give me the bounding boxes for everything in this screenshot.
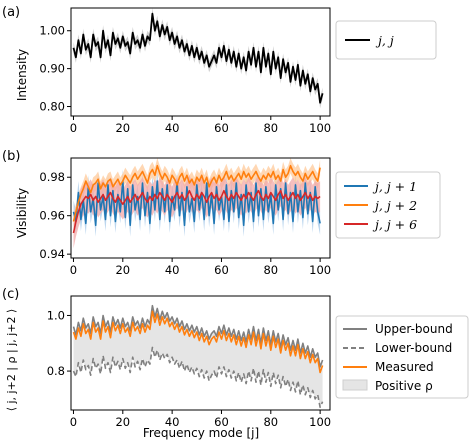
legend-c-frame [335, 315, 469, 399]
x-tick-label-c-40: 40 [165, 415, 180, 429]
x-tick-label-c-0: 0 [70, 415, 77, 429]
legend-b-label-2: j, j + 6 [372, 217, 417, 232]
uncertainty-band-b-0 [73, 169, 321, 237]
y-tick-label-b-0: 0.94 [39, 247, 65, 261]
x-tick-label-a-60: 60 [214, 121, 229, 135]
plot-frame-b [70, 157, 331, 259]
plot-frame-c [70, 295, 331, 411]
x-tick-label-b-100: 100 [309, 263, 331, 277]
positive-rho-region [73, 305, 323, 408]
y-axis-label-a: Intensity [15, 49, 29, 101]
legend-a-frame [335, 20, 437, 60]
y-tick-label-c-0: 0.8 [47, 364, 65, 378]
series-line-a-0 [72, 12, 324, 104]
series-line-c-2 [72, 310, 324, 374]
series-line-b-1 [72, 164, 321, 222]
x-tick-label-a-0: 0 [70, 121, 77, 135]
y-tick-label-a-2: 1.00 [39, 24, 65, 38]
x-tick-label-b-20: 20 [115, 263, 130, 277]
legend-b-label-0: j, j + 1 [372, 179, 417, 194]
x-tick-label-a-80: 80 [263, 121, 278, 135]
x-tick-label-a-40: 40 [165, 121, 180, 135]
y-tick-label-c-1: 1.0 [47, 308, 65, 322]
legend-b-label-1: j, j + 2 [372, 198, 417, 213]
panel-a: 0 20 40 60 80 100 0.80 0.90 1.00 [39, 7, 331, 135]
x-tick-label-c-60: 60 [214, 415, 229, 429]
series-line-c-1 [72, 346, 324, 409]
series-line-b-2 [72, 189, 321, 234]
panel-tag-b: (b) [2, 149, 20, 164]
x-tick-label-b-60: 60 [214, 263, 229, 277]
panel-tag-a: (a) [2, 5, 20, 20]
y-tick-label-a-1: 0.90 [39, 62, 65, 76]
legend-c-label-3: Positive ρ [375, 379, 433, 393]
x-tick-label-b-80: 80 [263, 263, 278, 277]
x-tick-label-b-0: 0 [70, 263, 77, 277]
legend-c: Upper-bound Lower-bound Measured Positiv… [335, 315, 469, 399]
x-tick-label-a-100: 100 [309, 121, 331, 135]
legend-b: j, j + 1 j, j + 2 j, j + 6 [335, 171, 441, 239]
x-tick-label-a-20: 20 [115, 121, 130, 135]
x-tick-label-c-20: 20 [115, 415, 130, 429]
series-line-b-0 [72, 180, 321, 227]
y-tick-label-a-0: 0.80 [39, 100, 65, 114]
x-tick-label-c-80: 80 [263, 415, 278, 429]
uncertainty-band-b-2 [73, 175, 321, 249]
y-axis-label-b: Visibility [15, 188, 29, 238]
x-tick-label-b-40: 40 [165, 263, 180, 277]
legend-b-frame [335, 171, 441, 239]
legend-c-label-2: Measured [375, 360, 434, 374]
x-axis-label: Frequency mode [j] [143, 426, 259, 440]
panel-c: 0 20 40 60 80 100 0.8 1.0 [47, 295, 331, 429]
plot-frame-a [70, 7, 331, 117]
y-tick-label-b-1: 0.96 [39, 209, 65, 223]
legend-c-label-1: Lower-bound [375, 341, 452, 355]
legend-a: j, j [335, 20, 437, 60]
legend-c-label-0: Upper-bound [375, 322, 453, 336]
series-line-c-0 [72, 304, 324, 368]
panel-tag-c: (c) [2, 287, 19, 302]
legend-a-label-0: j, j [375, 33, 394, 48]
y-axis-label-c: ⟨ j, j+2 | ρ | j, j+2 ⟩ [5, 309, 18, 412]
panel-b: 0 20 40 60 80 100 0.94 0.96 0.98 [39, 157, 331, 277]
y-tick-label-b-2: 0.98 [39, 170, 65, 184]
x-tick-label-c-100: 100 [309, 415, 331, 429]
legend-c-swatch-3 [342, 379, 368, 391]
uncertainty-band-a-0 [73, 8, 323, 109]
